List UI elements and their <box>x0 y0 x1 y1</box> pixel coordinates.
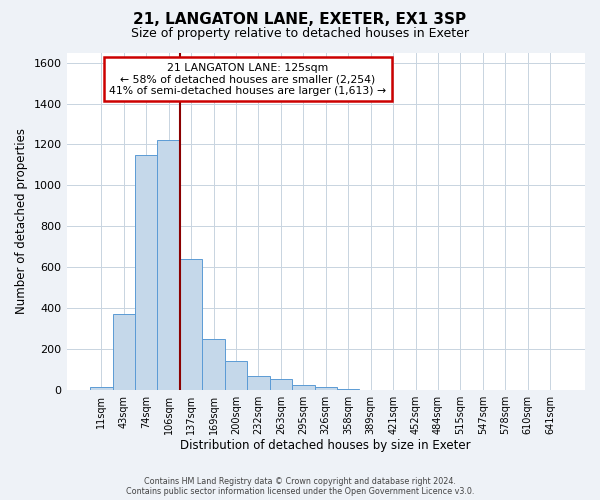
Text: Size of property relative to detached houses in Exeter: Size of property relative to detached ho… <box>131 28 469 40</box>
Bar <box>90 386 113 390</box>
Bar <box>180 259 202 390</box>
Bar <box>269 380 292 390</box>
Bar <box>202 338 225 390</box>
Bar <box>337 388 359 390</box>
Text: Contains HM Land Registry data © Crown copyright and database right 2024.: Contains HM Land Registry data © Crown c… <box>144 477 456 486</box>
Text: 21 LANGATON LANE: 125sqm
← 58% of detached houses are smaller (2,254)
41% of sem: 21 LANGATON LANE: 125sqm ← 58% of detach… <box>109 62 386 96</box>
Bar <box>225 361 247 390</box>
Bar <box>157 140 180 390</box>
Text: 21, LANGATON LANE, EXETER, EX1 3SP: 21, LANGATON LANE, EXETER, EX1 3SP <box>133 12 467 28</box>
Y-axis label: Number of detached properties: Number of detached properties <box>15 128 28 314</box>
Bar <box>292 384 314 390</box>
X-axis label: Distribution of detached houses by size in Exeter: Distribution of detached houses by size … <box>181 440 471 452</box>
Bar <box>247 376 269 390</box>
Text: Contains public sector information licensed under the Open Government Licence v3: Contains public sector information licen… <box>126 487 474 496</box>
Bar <box>135 154 157 390</box>
Bar <box>314 386 337 390</box>
Bar <box>113 314 135 390</box>
